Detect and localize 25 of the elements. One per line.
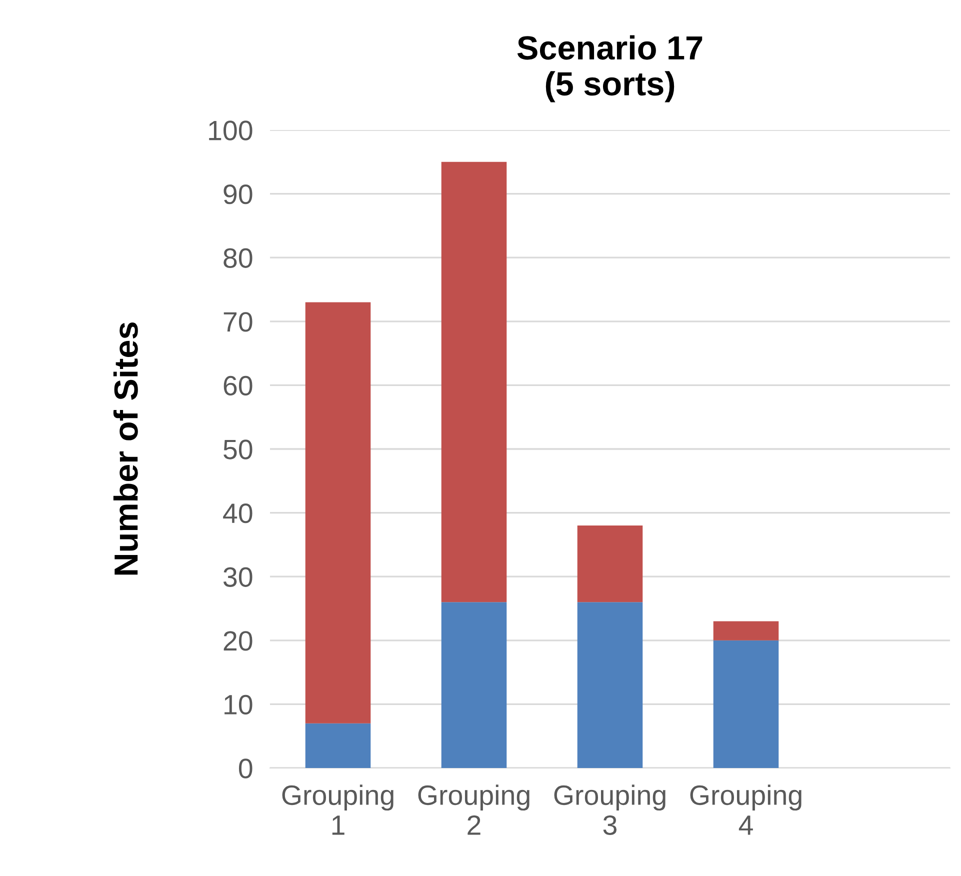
y-tick-label: 0 [238,758,252,778]
bar [305,723,371,768]
x-tick-label: Grouping 1 [282,784,394,835]
bar [441,162,507,602]
bar [577,602,643,768]
y-tick-label: 40 [223,503,252,524]
y-tick-label: 90 [224,184,252,204]
y-tick-label: 60 [224,376,252,396]
bar [577,526,643,602]
chart-title: Scenario 17 (5 sorts) [517,35,702,102]
y-tick-label: 10 [224,694,252,715]
x-tick-label: Grouping 3 [554,784,666,835]
bar [441,602,507,768]
y-tick-label: 70 [224,312,252,332]
y-tick-label: 80 [224,248,252,268]
x-tick-label: Grouping 4 [690,784,802,835]
y-tick-label: 30 [224,567,252,587]
y-axis-title: Number of Sites [113,322,138,575]
x-tick-label: Grouping 2 [418,784,530,835]
bar [305,302,371,724]
bar [713,640,779,768]
y-tick-label: 100 [209,120,252,140]
y-tick-label: 50 [224,440,252,460]
y-tick-label: 20 [224,631,252,651]
bar [713,621,779,640]
